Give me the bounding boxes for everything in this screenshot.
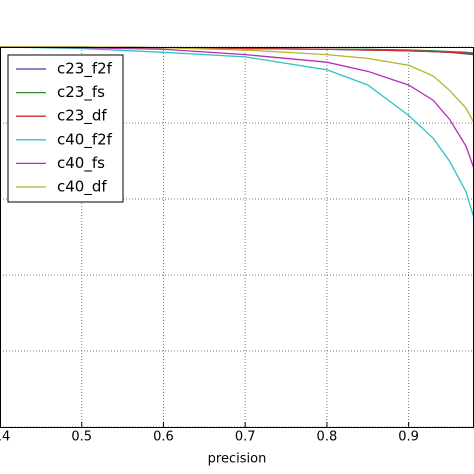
x-tick-label: 0.7: [235, 430, 256, 445]
legend-label: c23_f2f: [57, 60, 113, 79]
legend-box: [7, 54, 124, 203]
legend: c23_f2f c23_fs c23_df c40_f2f c40_fs c40_df: [7, 54, 124, 203]
x-tick-label: 0.8: [317, 430, 338, 445]
x-tick-label: 0.9: [398, 430, 419, 445]
legend-label: c40_fs: [57, 154, 105, 173]
x-tick-label: 0.4: [0, 430, 10, 445]
legend-label: c23_fs: [57, 83, 105, 102]
legend-label: c40_df: [57, 178, 107, 197]
x-tick-label: 0.6: [153, 430, 174, 445]
series-line: [0, 46, 474, 219]
x-tick-label: 0.5: [71, 430, 92, 445]
legend-label: c23_df: [57, 107, 107, 126]
series-line: [0, 46, 474, 169]
legend-label: c40_f2f: [57, 130, 113, 149]
x-axis-label: precision: [208, 452, 267, 467]
